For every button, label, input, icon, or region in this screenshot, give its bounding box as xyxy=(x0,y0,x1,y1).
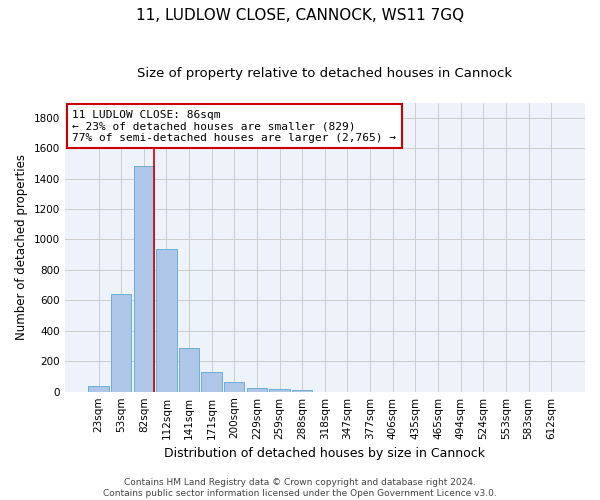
Y-axis label: Number of detached properties: Number of detached properties xyxy=(15,154,28,340)
Title: Size of property relative to detached houses in Cannock: Size of property relative to detached ho… xyxy=(137,68,512,80)
Bar xyxy=(134,166,154,392)
Bar xyxy=(111,294,131,392)
Bar xyxy=(88,386,109,392)
Bar xyxy=(247,388,267,392)
Bar xyxy=(224,382,244,392)
Bar xyxy=(156,248,176,392)
Bar xyxy=(202,372,222,392)
Text: 11 LUDLOW CLOSE: 86sqm
← 23% of detached houses are smaller (829)
77% of semi-de: 11 LUDLOW CLOSE: 86sqm ← 23% of detached… xyxy=(73,110,397,143)
Bar xyxy=(292,390,313,392)
Bar xyxy=(179,348,199,392)
Text: 11, LUDLOW CLOSE, CANNOCK, WS11 7GQ: 11, LUDLOW CLOSE, CANNOCK, WS11 7GQ xyxy=(136,8,464,22)
X-axis label: Distribution of detached houses by size in Cannock: Distribution of detached houses by size … xyxy=(164,447,485,460)
Bar xyxy=(269,390,290,392)
Text: Contains HM Land Registry data © Crown copyright and database right 2024.
Contai: Contains HM Land Registry data © Crown c… xyxy=(103,478,497,498)
